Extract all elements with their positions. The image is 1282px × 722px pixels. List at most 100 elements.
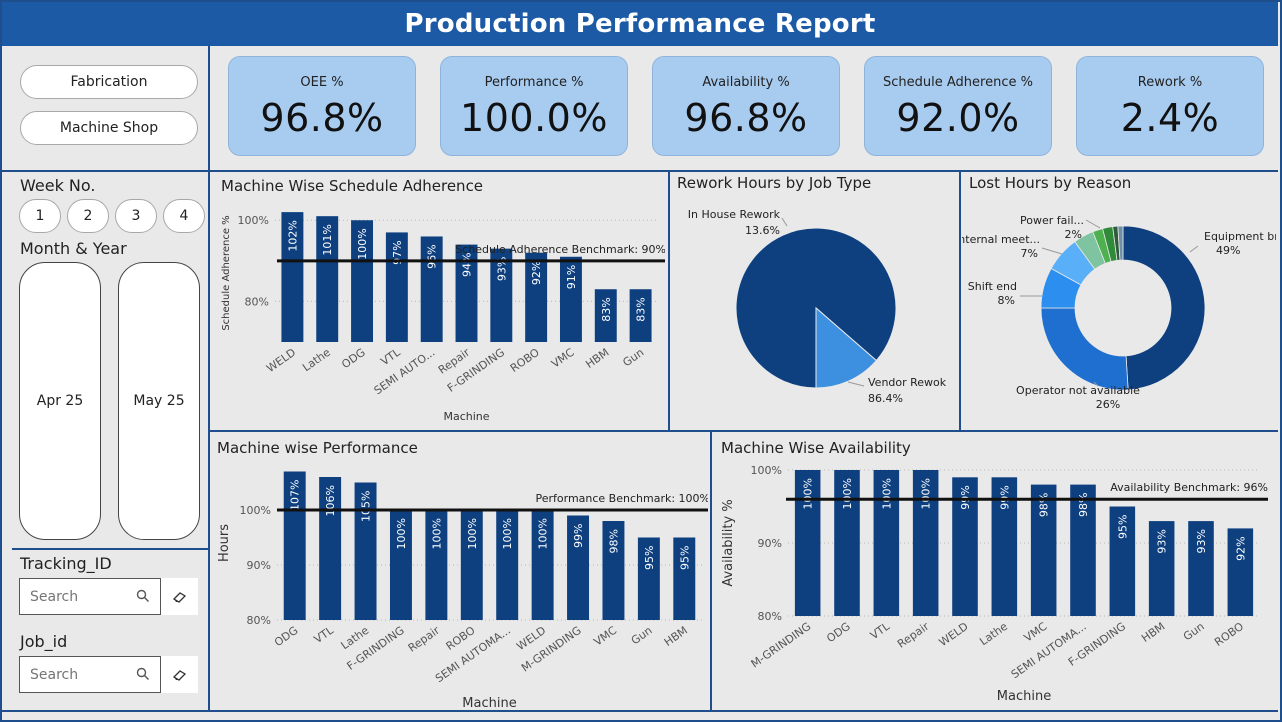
kpi-label: Availability % xyxy=(702,75,790,90)
bar xyxy=(1148,521,1175,616)
clear-job-button[interactable] xyxy=(161,656,198,693)
data-label: 102% xyxy=(286,220,299,251)
benchmark-label: Availability Benchmark: 96% xyxy=(1110,481,1268,494)
leader-line xyxy=(781,217,788,227)
week-4-button[interactable]: 4 xyxy=(163,199,205,233)
benchmark-label: Performance Benchmark: 100% xyxy=(535,492,708,505)
kpi-label: OEE % xyxy=(300,75,344,90)
machine-shop-button[interactable]: Machine Shop xyxy=(20,111,198,145)
x-tick-label: HBM xyxy=(662,624,690,649)
data-label: 99% xyxy=(959,485,972,509)
week-2-button[interactable]: 2 xyxy=(67,199,109,233)
kpi-value: 2.4% xyxy=(1120,96,1220,140)
data-label: 97% xyxy=(391,240,404,264)
lost-hours-donut-chart: Equipment br.49% Operator not available26… xyxy=(962,214,1276,411)
month-apr-button[interactable]: Apr 25 xyxy=(19,262,101,540)
bar xyxy=(420,236,443,342)
x-tick-label: HBM xyxy=(583,346,611,371)
data-label: 100% xyxy=(841,478,854,509)
x-tick-label: ODG xyxy=(824,620,852,645)
bar xyxy=(673,537,696,620)
bar xyxy=(354,482,377,620)
y-tick-label: 80% xyxy=(758,610,782,623)
data-label: 100% xyxy=(802,478,815,509)
kpi-card-schedule-adherence: Schedule Adherence % 92.0% xyxy=(864,56,1052,156)
bar xyxy=(594,289,617,342)
y-axis-title: Schedule Adherence % xyxy=(221,215,232,330)
bar xyxy=(1188,521,1214,616)
x-tick-label: Lathe xyxy=(300,346,333,375)
month-year-label: Month & Year xyxy=(20,239,127,258)
slice-label: Equipment br. xyxy=(1204,230,1276,243)
report-header: Production Performance Report xyxy=(2,2,1278,46)
data-label: 95% xyxy=(678,546,691,570)
x-tick-label: ROBO xyxy=(1212,620,1246,649)
y-axis-title: Hours xyxy=(217,524,232,562)
bar xyxy=(794,470,821,616)
slice-pct: 2% xyxy=(1065,228,1082,241)
data-label: 100% xyxy=(920,478,933,509)
x-tick-label: VTL xyxy=(312,623,337,646)
bar xyxy=(629,289,652,342)
slice-label: In House Rework xyxy=(688,208,781,221)
data-label: 93% xyxy=(1156,529,1169,553)
bar xyxy=(834,470,860,616)
x-tick-label: Gun xyxy=(620,346,646,370)
bar xyxy=(525,252,548,342)
y-axis-title: Availability % xyxy=(721,499,736,586)
x-tick-label: Repair xyxy=(895,620,932,651)
data-label: 100% xyxy=(466,518,479,549)
search-icon[interactable] xyxy=(136,667,150,681)
data-label: 83% xyxy=(600,297,613,321)
kpi-label: Rework % xyxy=(1137,75,1203,90)
data-label: 105% xyxy=(360,491,373,522)
x-tick-label: Lathe xyxy=(977,620,1010,649)
chart-divider-1 xyxy=(668,172,670,430)
week-1-button[interactable]: 1 xyxy=(19,199,61,233)
fabrication-button[interactable]: Fabrication xyxy=(20,65,198,99)
x-tick-label: VTL xyxy=(378,345,403,368)
kpi-value: 96.8% xyxy=(684,96,808,140)
bar xyxy=(316,216,339,342)
clear-tracking-button[interactable] xyxy=(161,578,198,615)
kpi-value: 96.8% xyxy=(260,96,384,140)
job-search-input[interactable] xyxy=(30,666,130,683)
slice-pct: 26% xyxy=(1096,398,1120,411)
data-label: 95% xyxy=(643,546,656,570)
data-label: 83% xyxy=(635,297,648,321)
donut-slice xyxy=(1040,307,1129,391)
bar xyxy=(1109,506,1136,616)
slice-pct: 8% xyxy=(998,294,1015,307)
data-label: 98% xyxy=(1077,493,1090,517)
data-label: 100% xyxy=(537,518,550,549)
pie-slice xyxy=(815,306,878,389)
x-tick-label: WELD xyxy=(937,620,971,649)
slice-label: Vendor Rewok xyxy=(868,376,947,389)
tracking-id-label: Tracking_ID xyxy=(20,554,112,573)
data-label: 100% xyxy=(430,518,443,549)
bar xyxy=(912,470,939,616)
x-tick-label: ROBO xyxy=(508,346,542,375)
week-3-button[interactable]: 3 xyxy=(115,199,157,233)
kpi-card-rework: Rework % 2.4% xyxy=(1076,56,1264,156)
leader-line xyxy=(847,381,865,387)
lost-hours-chart-title: Lost Hours by Reason xyxy=(969,174,1132,192)
kpi-label: Schedule Adherence % xyxy=(883,75,1033,90)
data-label: 94% xyxy=(461,253,474,277)
tracking-search-input[interactable] xyxy=(30,588,130,605)
donut-slice xyxy=(1122,225,1206,391)
x-tick-label: VMC xyxy=(591,624,619,649)
x-tick-label: WELD xyxy=(264,346,298,375)
data-label: 101% xyxy=(321,224,334,255)
search-icon[interactable] xyxy=(136,589,150,603)
data-label: 98% xyxy=(607,529,620,553)
bar xyxy=(567,515,590,620)
performance-chart: 80%90%100% 107%ODG106%VTL105%Lathe100%F-G… xyxy=(217,471,708,710)
x-tick-label: ODG xyxy=(272,624,300,649)
schedule-adherence-chart-title: Machine Wise Schedule Adherence xyxy=(221,177,484,195)
data-label: 96% xyxy=(426,244,439,268)
eraser-icon xyxy=(172,669,186,681)
bar xyxy=(873,470,900,616)
bar xyxy=(637,537,660,620)
month-may-button[interactable]: May 25 xyxy=(118,262,200,540)
